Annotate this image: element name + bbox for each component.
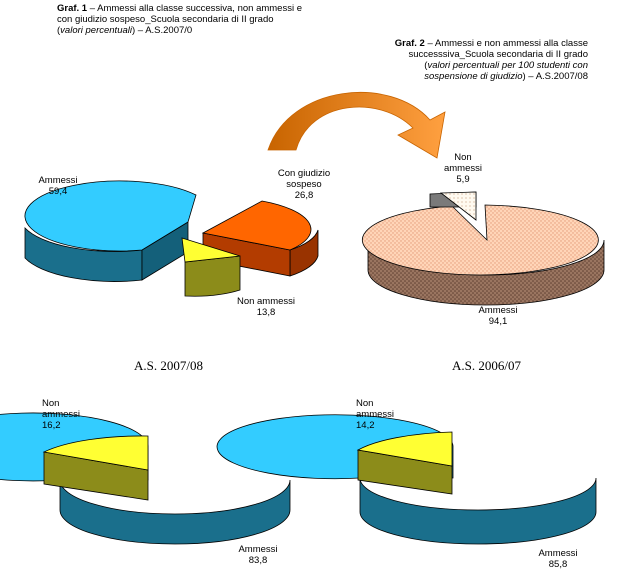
chart2-label-ammessi: Ammessi 94,1 [468, 305, 528, 327]
graf1-title-bold: Graf. 1 [57, 3, 88, 14]
chart1-slice-non-ammessi-side [184, 255, 241, 297]
chart3-value-non-ammessi: 16,2 [42, 420, 61, 431]
chart2-label-non: Non [454, 152, 472, 163]
chart1-slice-non-ammessi [181, 237, 241, 263]
chart3-slice-non-ammessi [42, 435, 149, 471]
graf2-line2: successsiva_Scuola secondaria di II grad… [408, 49, 588, 60]
chart4-label-ammessi-text: Ammessi [538, 548, 578, 559]
chart1-slice-ammessi [24, 180, 197, 252]
chart4-slice-non-ammessi [356, 431, 453, 467]
year-label-left: A.S. 2007/08 [134, 358, 203, 373]
graf2-title-bold: Graf. 2 [394, 38, 425, 49]
chart2-slice-ammessi [362, 204, 599, 276]
chart1-value-giudizio: 26,8 [294, 190, 314, 201]
curved-arrow [267, 92, 446, 159]
chart2-label-ammessi-word: ammessi [443, 163, 482, 174]
chart4-label-non-ammessi: Non ammessi 14,2 [356, 398, 400, 431]
chart1-label-non-ammessi: Non ammessi 13,8 [226, 296, 306, 318]
graf1-line2: con giudizio sospeso_Scuola secondaria d… [57, 14, 274, 25]
chart2-value-non-ammessi: 5,9 [456, 174, 470, 185]
chart3-label-ammessi-word: ammessi [42, 409, 81, 420]
chart1-label-ammessi: Ammessi 59,4 [28, 175, 88, 197]
year-label-right: A.S. 2006/07 [452, 358, 521, 373]
chart1-pie [24, 180, 319, 297]
chart2-label-ammessi-text: Ammessi [478, 305, 518, 316]
chart1-label-non-ammessi-text: Non ammessi [236, 296, 296, 307]
chart4-value-ammessi: 85,8 [548, 559, 568, 570]
graf2-line4-rest: ) – A.S.2007/08 [522, 71, 589, 82]
chart4-label-non: Non [356, 398, 374, 409]
chart3-value-ammessi: 83,8 [248, 555, 268, 566]
chart4-slice-ammessi-side [359, 477, 597, 545]
chart3-pie [0, 412, 291, 545]
chart1-value-non-ammessi: 13,8 [256, 307, 276, 318]
chart3-label-ammessi-text: Ammessi [238, 544, 278, 555]
chart2-label-non-ammessi: Non ammessi 5,9 [436, 152, 490, 185]
graf1-line3-italic: valori percentuali [60, 25, 132, 36]
graf1-caption: Graf. 1 – Ammessi alla classe successiva… [57, 3, 302, 36]
chart2-slice-non-ammessi [439, 191, 477, 221]
chart1-label-giudizio: Con giudizio sospeso 26,8 [272, 168, 336, 201]
graf2-line3-italic: valori percentuali per 100 studenti con [427, 60, 588, 71]
chart3-label-non: Non [42, 398, 60, 409]
chart1-slice-giudizio [201, 200, 312, 251]
chart4-pie [216, 414, 597, 545]
chart3-label-non-ammessi: Non ammessi 16,2 [42, 398, 86, 431]
graf2-title-rest: – Ammessi e non ammessi alla classe [424, 38, 588, 49]
chart4-value-non-ammessi: 14,2 [356, 420, 375, 431]
graf2-caption: Graf. 2 – Ammessi e non ammessi alla cla… [394, 38, 589, 82]
chart1-label-giudizio-line2: sospeso [286, 179, 322, 190]
chart2-pie [362, 191, 605, 306]
chart1-label-ammessi-text: Ammessi [38, 175, 78, 186]
chart4-label-ammessi-word: ammessi [356, 409, 395, 420]
chart1-value-ammessi: 59,4 [48, 186, 68, 197]
chart3-label-ammessi: Ammessi 83,8 [228, 544, 288, 566]
chart1-label-giudizio-line1: Con giudizio [277, 168, 331, 179]
graf1-title-rest: – Ammessi alla classe successiva, non am… [87, 3, 302, 14]
chart3-slice-ammessi-side [59, 479, 291, 545]
graf2-line4-italic: sospensione di giudizio [424, 71, 523, 82]
graf1-line3-rest: ) – A.S.2007/0 [132, 25, 193, 36]
chart2-value-ammessi: 94,1 [488, 316, 508, 327]
chart4-label-ammessi: Ammessi 85,8 [528, 548, 588, 570]
